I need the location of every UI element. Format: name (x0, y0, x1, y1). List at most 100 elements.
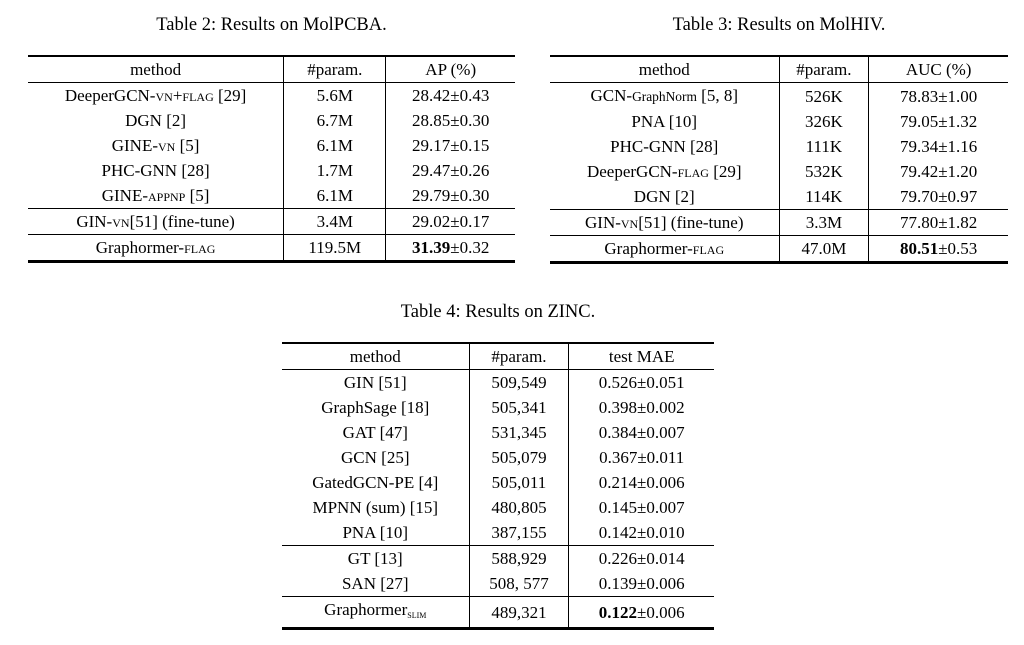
param-cell: 531,345 (468, 420, 569, 445)
value-cell: 0.214±0.006 (568, 470, 714, 495)
text-segment: 0.122 (598, 602, 637, 622)
method-cell: GIN-vn[51] (fine-tune) (28, 208, 284, 235)
table-row: GT [13] 588,929 0.226±0.014 (282, 545, 714, 571)
method-cell: GT [13] (282, 545, 470, 571)
column-header: test MAE (568, 343, 714, 370)
table-row: GINE-vn [5] 6.1M 29.17±0.15 (28, 133, 515, 158)
table-row: GCN-GraphNorm [5, 8] 526K 78.83±1.00 (550, 82, 1008, 110)
value-cell: 0.145±0.007 (568, 495, 714, 520)
param-cell: 588,929 (468, 545, 569, 571)
param-cell: 532K (778, 159, 869, 184)
param-cell: 508, 577 (468, 571, 569, 597)
text-segment: Graphormer- (95, 238, 185, 257)
table-row: PHC-GNN [28] 1.7M 29.47±0.26 (28, 158, 515, 183)
table-row: DeeperGCN-flag [29] 532K 79.42±1.20 (550, 159, 1008, 184)
column-header: AP (%) (385, 56, 515, 83)
value-cell: 0.384±0.007 (568, 420, 714, 445)
text-segment: vn+flag (155, 86, 214, 105)
param-cell: 119.5M (283, 234, 386, 262)
column-header: #param. (283, 56, 386, 83)
method-cell: DeeperGCN-vn+flag [29] (28, 83, 284, 109)
text-segment: Graphormer (324, 600, 408, 619)
method-cell: DGN [2] (125, 111, 187, 130)
table-row: GatedGCN-PE [4] 505,011 0.214±0.006 (282, 470, 714, 495)
value-cell: 31.39±0.32 (385, 234, 515, 262)
table-row: GraphSage [18] 505,341 0.398±0.002 (282, 395, 714, 420)
table-row: Graphormerslim 489,321 0.122±0.006 (282, 595, 714, 629)
table-row: GIN-vn[51] (fine-tune) 3.4M 29.02±0.17 (28, 208, 515, 235)
text-segment: GCN- (590, 86, 633, 105)
text-segment: DeeperGCN- (64, 86, 156, 105)
text-segment: GraphNorm (632, 89, 697, 104)
param-cell: 5.6M (283, 82, 386, 108)
param-cell: 114K (778, 184, 869, 210)
value-cell: 0.122±0.006 (568, 595, 714, 629)
text-segment: 80.51 (899, 239, 939, 258)
param-cell: 6.7M (283, 108, 386, 133)
text-segment: vn (158, 136, 176, 155)
method-cell: GCN-GraphNorm [5, 8] (550, 83, 779, 110)
table-row: Graphormer-flag 119.5M 31.39±0.32 (28, 234, 515, 262)
table-zinc-caption: Table 4: Results on ZINC. (400, 302, 596, 322)
table-zinc-block: Table 4: Results on ZINC. method #param. t… (282, 299, 714, 631)
text-segment: vn (112, 212, 130, 231)
table-molpcba-block: Table 2: Results on MolPCBA. method #para… (28, 12, 515, 263)
value-cell: 29.17±0.15 (385, 133, 515, 158)
table-row: PNA [10] 326K 79.05±1.32 (550, 109, 1008, 134)
column-header: AUC (%) (868, 56, 1008, 83)
param-cell: 6.1M (283, 133, 386, 158)
param-cell: 480,805 (468, 495, 569, 520)
param-cell: 387,155 (468, 520, 569, 546)
value-cell: 0.526±0.051 (568, 369, 714, 395)
text-segment: GINE- (111, 136, 158, 155)
value-cell: 29.02±0.17 (385, 208, 515, 235)
method-cell: PHC-GNN [28] (610, 137, 719, 156)
table-row: MPNN (sum) [15] 480,805 0.145±0.007 (282, 495, 714, 520)
method-cell: Graphormerslim (282, 595, 470, 629)
text-segment: [51] (fine-tune) (638, 213, 744, 232)
value-cell: 28.85±0.30 (385, 108, 515, 133)
param-cell: 47.0M (778, 235, 869, 263)
table-row: Graphormer-flag 47.0M 80.51±0.53 (550, 235, 1008, 263)
value-cell: 28.42±0.43 (385, 82, 515, 108)
param-cell: 526K (778, 82, 869, 109)
method-cell: GraphSage [18] (321, 398, 430, 417)
text-segment: flag (184, 238, 216, 257)
method-cell: Graphormer-flag (550, 235, 779, 263)
value-cell: 29.47±0.26 (385, 158, 515, 183)
value-cell: 29.79±0.30 (385, 183, 515, 209)
header-row: method #param. test MAE (282, 343, 714, 370)
column-header: method (550, 56, 779, 83)
text-segment: 31.39 (412, 238, 451, 257)
table-row: GAT [47] 531,345 0.384±0.007 (282, 420, 714, 445)
method-cell: PHC-GNN [28] (101, 161, 210, 180)
param-cell: 505,079 (468, 445, 569, 470)
table-molhiv-block: Table 3: Results on MolHIV. method #param… (550, 12, 1008, 264)
method-cell: DeeperGCN-flag [29] (550, 159, 779, 184)
text-segment: GIN- (585, 213, 621, 232)
value-cell: 0.398±0.002 (568, 395, 714, 420)
value-cell: 80.51±0.53 (868, 235, 1008, 263)
table-row: SAN [27] 508, 577 0.139±0.006 (282, 571, 714, 597)
method-cell: GCN [25] (341, 448, 410, 467)
param-cell: 509,549 (468, 369, 569, 395)
param-cell: 1.7M (283, 158, 386, 183)
param-cell: 505,341 (468, 395, 569, 420)
text-segment: [51] (fine-tune) (129, 212, 235, 231)
column-header: #param. (778, 56, 869, 83)
value-cell: 79.70±0.97 (868, 184, 1008, 210)
text-segment: Graphormer- (604, 239, 693, 258)
method-cell: GINE-appnp [5] (28, 183, 284, 209)
method-cell: GIN [51] (343, 373, 407, 392)
param-cell: 326K (778, 109, 869, 134)
text-segment: [29] (708, 162, 742, 181)
method-cell: SAN [27] (341, 574, 409, 593)
method-cell: DGN [2] (633, 187, 695, 206)
param-cell: 111K (778, 134, 869, 159)
text-segment: ±0.53 (938, 239, 978, 258)
param-cell: 3.4M (283, 208, 386, 235)
table-molpcba: method #param. AP (%) DeeperGCN-vn+flag [29… (28, 55, 515, 263)
value-cell: 79.42±1.20 (868, 159, 1008, 184)
method-cell: GAT [47] (342, 423, 408, 442)
table-row: PNA [10] 387,155 0.142±0.010 (282, 520, 714, 546)
